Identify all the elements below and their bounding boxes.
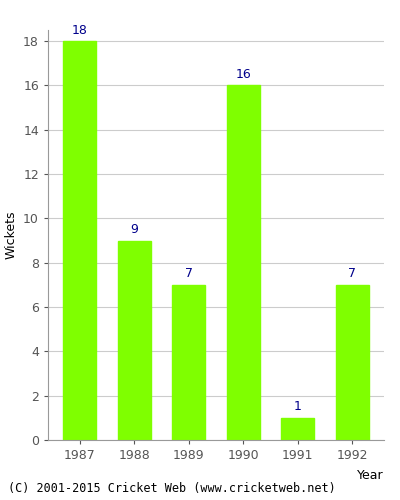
Text: Year: Year (357, 468, 384, 481)
Text: 18: 18 (72, 24, 88, 36)
Text: 9: 9 (130, 223, 138, 236)
Bar (282, 418, 314, 440)
Y-axis label: Wickets: Wickets (4, 211, 18, 259)
Bar (172, 285, 205, 440)
Bar (227, 86, 260, 440)
Text: 16: 16 (235, 68, 251, 81)
Bar (118, 240, 150, 440)
Bar (63, 41, 96, 440)
Text: 7: 7 (348, 268, 356, 280)
Text: 7: 7 (185, 268, 193, 280)
Bar (336, 285, 369, 440)
Text: 1: 1 (294, 400, 302, 413)
Text: (C) 2001-2015 Cricket Web (www.cricketweb.net): (C) 2001-2015 Cricket Web (www.cricketwe… (8, 482, 336, 495)
